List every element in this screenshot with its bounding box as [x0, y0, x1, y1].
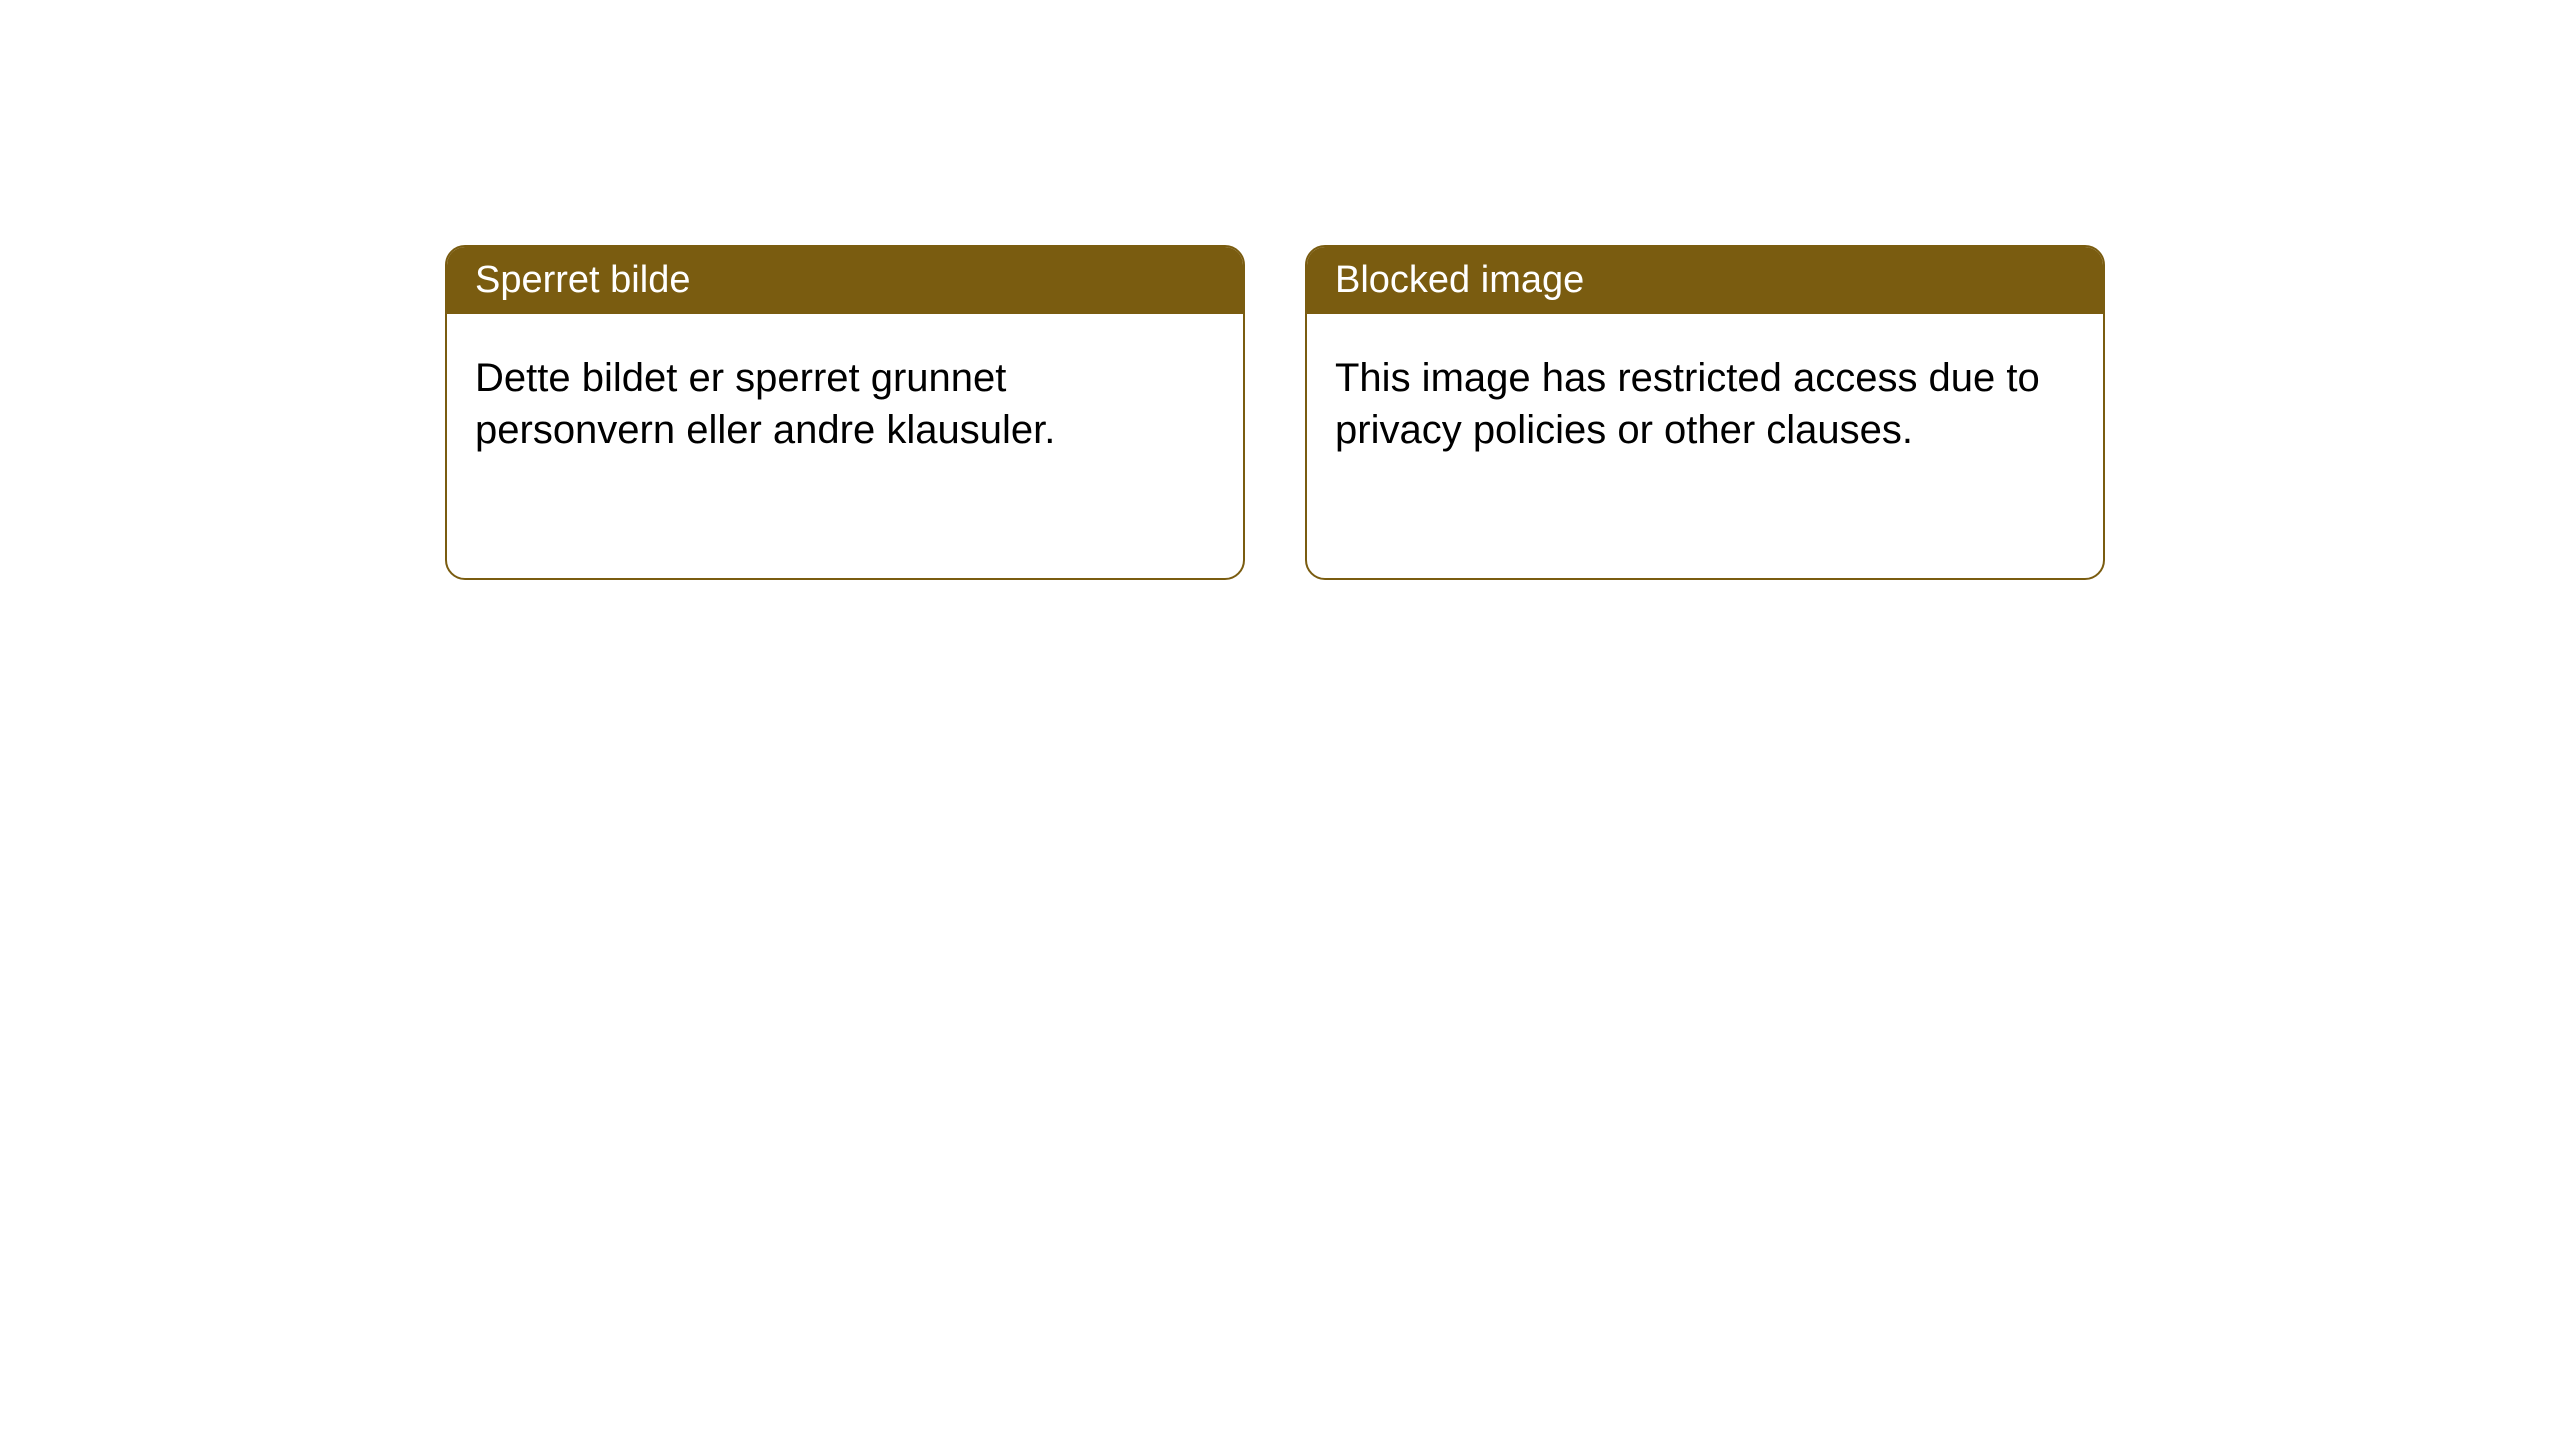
notice-title: Sperret bilde — [475, 259, 690, 301]
notice-header: Blocked image — [1307, 247, 2103, 314]
notice-body: Dette bildet er sperret grunnet personve… — [447, 314, 1243, 494]
notice-body-text: This image has restricted access due to … — [1335, 356, 2040, 452]
notice-body: This image has restricted access due to … — [1307, 314, 2103, 494]
notice-container: Sperret bilde Dette bildet er sperret gr… — [0, 0, 2560, 580]
notice-title: Blocked image — [1335, 259, 1584, 301]
notice-body-text: Dette bildet er sperret grunnet personve… — [475, 356, 1055, 452]
notice-header: Sperret bilde — [447, 247, 1243, 314]
notice-card-english: Blocked image This image has restricted … — [1305, 245, 2105, 580]
notice-card-norwegian: Sperret bilde Dette bildet er sperret gr… — [445, 245, 1245, 580]
